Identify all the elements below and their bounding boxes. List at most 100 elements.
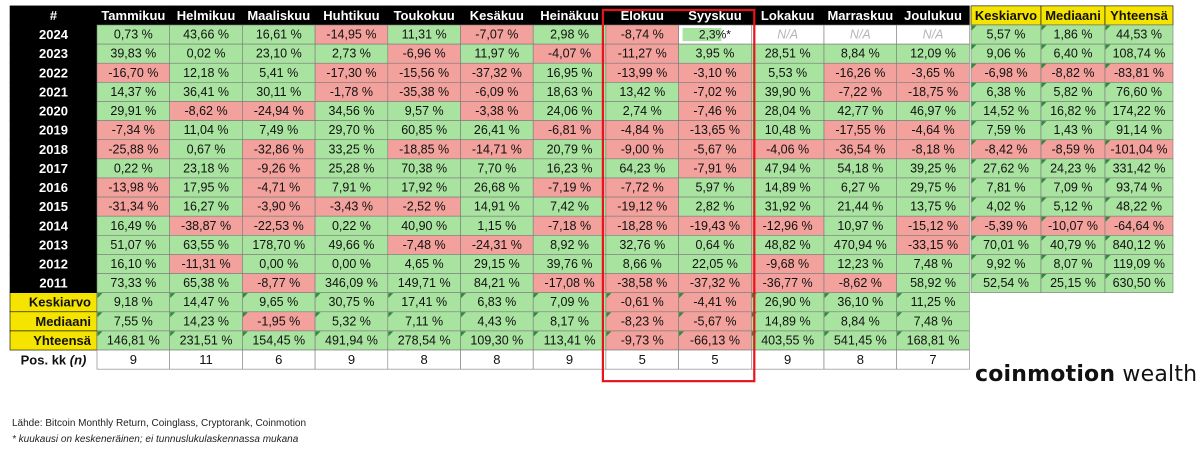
stat-cell-marker — [824, 293, 830, 299]
return-value: 1,15 % — [477, 219, 516, 233]
stat-cell-marker — [533, 312, 539, 318]
return-value: -16,70 % — [108, 66, 158, 80]
stat-cell-marker — [897, 312, 903, 318]
return-value: 17,95 % — [183, 181, 229, 195]
month-header-label: Maaliskuu — [247, 8, 310, 23]
positive-count-value: 8 — [421, 352, 428, 367]
return-value: 49,66 % — [329, 238, 375, 252]
return-value: -9,68 % — [766, 257, 809, 271]
summary-cell-marker — [1041, 197, 1047, 203]
summary-cell-marker — [1041, 254, 1047, 260]
summary-cell-marker — [1041, 82, 1047, 88]
summary-cell-marker — [971, 178, 977, 184]
return-value: -8,18 % — [912, 142, 955, 156]
positive-count-value: 9 — [348, 352, 355, 367]
return-value: -7,48 % — [403, 238, 446, 252]
summary-value: 44,53 % — [1116, 28, 1162, 42]
summary-cell-marker — [1105, 82, 1111, 88]
return-value: 8,66 % — [623, 257, 662, 271]
summary-value: 5,12 % — [1054, 200, 1093, 214]
summary-cell-marker — [1041, 25, 1047, 31]
return-value: 7,42 % — [550, 200, 589, 214]
return-value: 0,02 % — [187, 47, 226, 61]
return-value: 5,97 % — [695, 181, 734, 195]
return-value: -7,91 % — [693, 161, 736, 175]
return-value: 346,09 % — [325, 276, 378, 290]
stat-value: 113,41 % — [544, 333, 596, 347]
return-value: 16,49 % — [110, 219, 156, 233]
stat-cell-marker — [679, 312, 685, 318]
summary-cell-marker — [1105, 197, 1111, 203]
return-value: 65,38 % — [183, 276, 229, 290]
return-value: -25,88 % — [108, 142, 158, 156]
return-value: 7,49 % — [259, 123, 298, 137]
return-value: 2,73 % — [332, 47, 371, 61]
summary-cell-marker — [971, 101, 977, 107]
return-value: -4,07 % — [548, 47, 591, 61]
return-value: -7,22 % — [839, 85, 882, 99]
return-value: 11,97 % — [474, 47, 519, 61]
summary-value: -64,64 % — [1114, 219, 1164, 233]
positive-count-value: 8 — [857, 352, 864, 367]
return-value: -5,67 % — [693, 142, 736, 156]
return-value: 4,65 % — [405, 257, 444, 271]
month-header-label: Helmikuu — [177, 8, 236, 23]
return-value: 21,44 % — [837, 200, 883, 214]
stat-value: 278,54 % — [398, 333, 451, 347]
return-value: 8,84 % — [841, 47, 880, 61]
return-value: 29,91 % — [110, 104, 156, 118]
return-value: -22,53 % — [254, 219, 304, 233]
summary-cell-marker — [971, 159, 977, 165]
positive-count-value: 6 — [275, 352, 282, 367]
return-value: 29,75 % — [910, 181, 956, 195]
return-value: -4,84 % — [621, 123, 664, 137]
na-value: N/A — [850, 28, 871, 42]
summary-value: 630,50 % — [1113, 276, 1166, 290]
stat-cell-marker — [679, 331, 685, 337]
return-value: 9,57 % — [405, 104, 444, 118]
footnote-text: * kuukausi on keskeneräinen; ei tunnuslu… — [12, 434, 299, 445]
return-value: 0,00 % — [259, 257, 298, 271]
na-value: N/A — [923, 28, 944, 42]
summary-cell-marker — [971, 44, 977, 50]
summary-cell-marker — [1041, 216, 1047, 222]
stat-value: 7,11 % — [405, 314, 443, 328]
stat-value: 11,25 % — [911, 295, 956, 309]
return-value: -11,27 % — [618, 47, 667, 61]
return-value: -31,34 % — [108, 200, 158, 214]
highlight-box — [601, 8, 756, 383]
return-value: 470,94 % — [834, 238, 887, 252]
return-value: 29,70 % — [329, 123, 375, 137]
return-value: -7,19 % — [548, 181, 591, 195]
positive-count-value: 5 — [711, 352, 718, 367]
return-value: 20,79 % — [547, 142, 593, 156]
month-header-label: Syyskuu — [688, 8, 742, 23]
stat-value: 7,48 % — [914, 314, 953, 328]
summary-value: 9,92 % — [987, 257, 1026, 271]
return-value: -37,32 % — [472, 66, 522, 80]
stat-cell-marker — [315, 331, 321, 337]
summary-cell-marker — [971, 63, 977, 69]
return-value: 58,92 % — [910, 276, 956, 290]
summary-cell-marker — [1041, 159, 1047, 165]
return-value: -7,02 % — [693, 85, 736, 99]
stat-value: 109,30 % — [470, 333, 523, 347]
stat-value: 4,43 % — [477, 314, 516, 328]
stat-value: 9,18 % — [114, 295, 153, 309]
return-value: -13,65 % — [690, 123, 740, 137]
return-value: -35,38 % — [399, 85, 449, 99]
return-value: -24,31 % — [472, 238, 522, 252]
return-value: -9,26 % — [257, 161, 300, 175]
return-value: 16,10 % — [110, 257, 156, 271]
summary-cell-marker — [1105, 101, 1111, 107]
stat-value: 26,90 % — [765, 295, 811, 309]
stat-value: 14,89 % — [765, 314, 811, 328]
return-value: -17,30 % — [326, 66, 376, 80]
summary-value: 5,82 % — [1054, 85, 1093, 99]
stat-value: 8,84 % — [841, 314, 880, 328]
return-value: 14,91 % — [474, 200, 520, 214]
return-value: 51,07 % — [110, 238, 156, 252]
return-value: 2,74 % — [623, 104, 662, 118]
stat-value: 168,81 % — [907, 333, 960, 347]
month-header-label: Marraskuu — [827, 8, 893, 23]
